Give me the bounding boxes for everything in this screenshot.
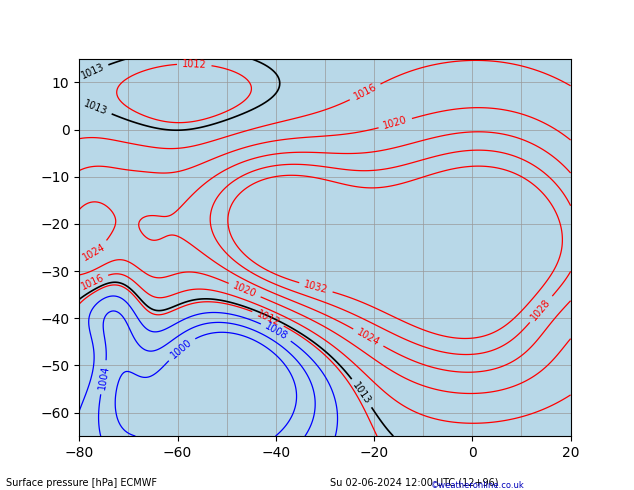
Text: 1024: 1024	[81, 242, 107, 263]
Text: 1008: 1008	[263, 321, 289, 342]
Text: 1032: 1032	[302, 279, 329, 295]
Text: 1013: 1013	[79, 62, 106, 81]
Text: 1004: 1004	[97, 365, 111, 390]
Text: 1012: 1012	[255, 309, 281, 328]
Text: 1024: 1024	[355, 327, 382, 348]
Text: 1013: 1013	[82, 98, 109, 117]
Text: 1016: 1016	[79, 272, 106, 292]
Text: 1028: 1028	[529, 296, 553, 322]
Text: ©weatheronline.co.uk: ©weatheronline.co.uk	[431, 481, 525, 490]
Text: 1012: 1012	[182, 59, 207, 70]
Text: 1016: 1016	[352, 82, 378, 102]
Text: Surface pressure [hPa] ECMWF: Surface pressure [hPa] ECMWF	[6, 478, 157, 488]
Text: 1020: 1020	[382, 115, 408, 131]
Text: 1020: 1020	[231, 281, 258, 299]
Text: 1013: 1013	[351, 380, 373, 406]
Text: 1000: 1000	[169, 337, 194, 360]
Text: Su 02-06-2024 12:00 UTC (12+96): Su 02-06-2024 12:00 UTC (12+96)	[330, 478, 498, 488]
